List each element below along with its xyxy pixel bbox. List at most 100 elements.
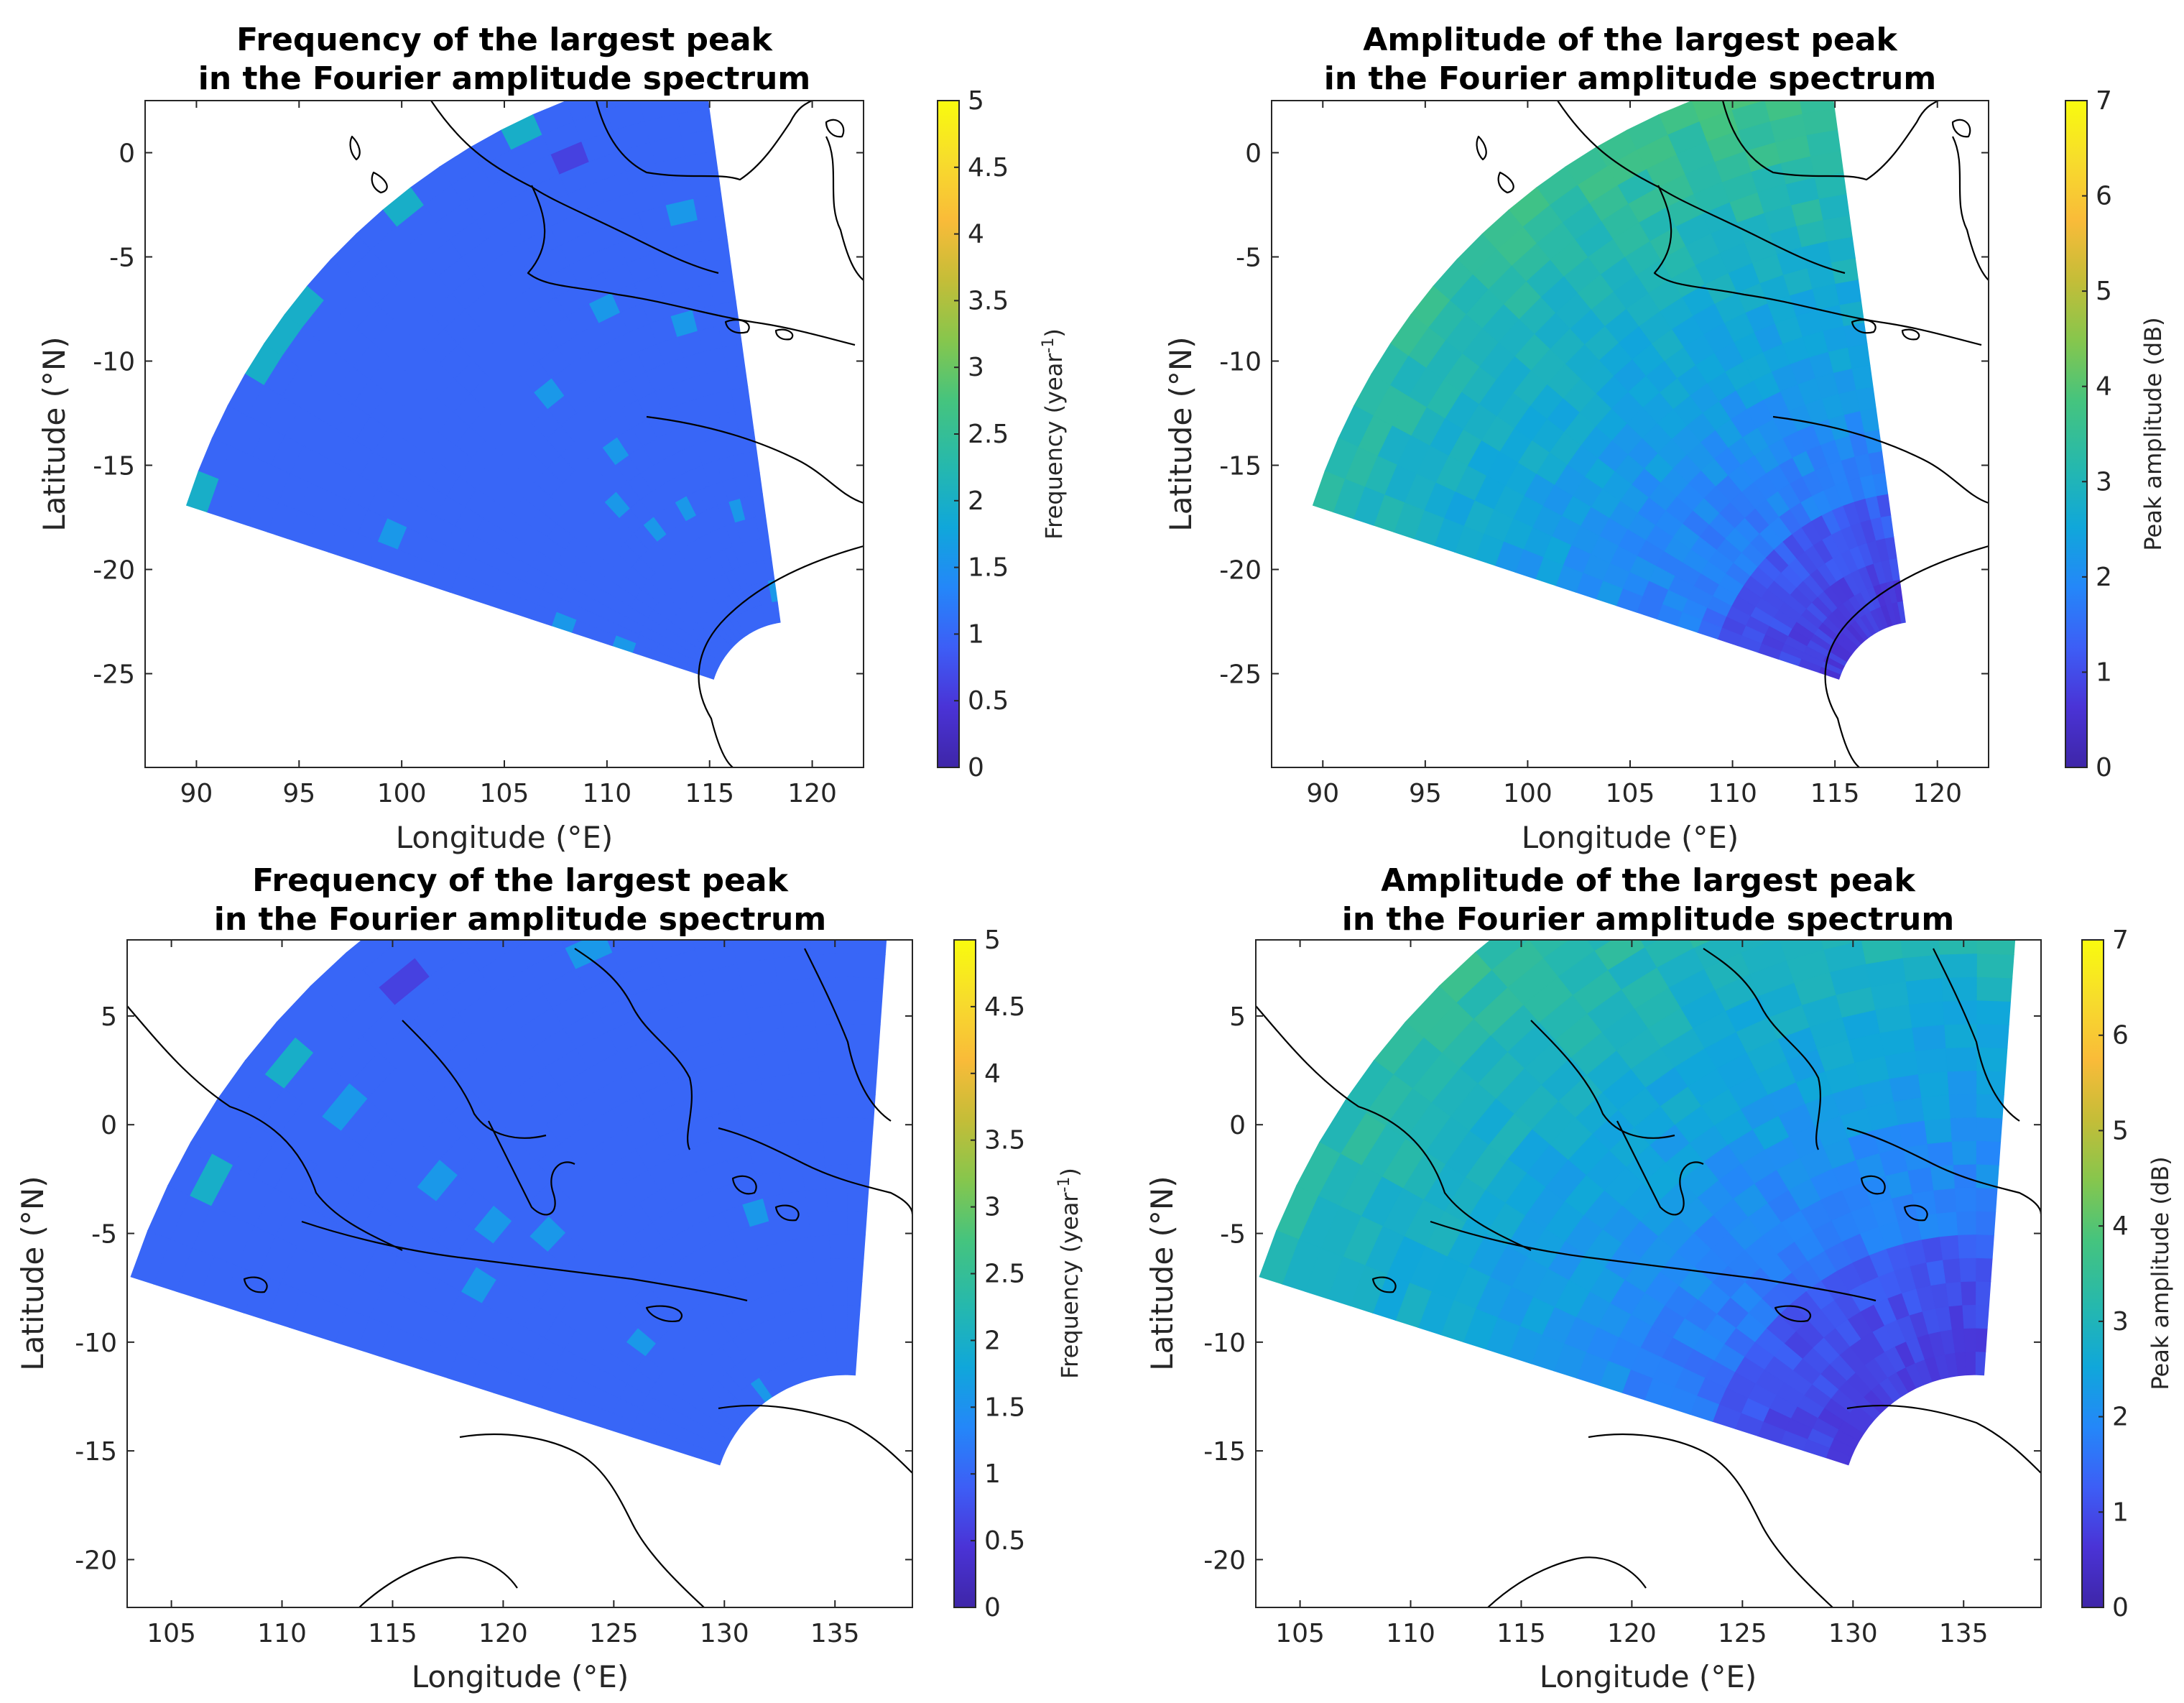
- panel-a-colorbar-label-sup: -1: [1040, 338, 1058, 354]
- panel-d-cell: [1932, 836, 1977, 861]
- panel-a-cell: [602, 101, 639, 111]
- panel-d-cell: [1905, 977, 1943, 1005]
- panel-a-y-tick-label: -25: [93, 660, 135, 690]
- panel-b-colorbar: 0 1 2 3 4 5 6 7 Peak amplitude (dB): [2065, 86, 2167, 783]
- panel-c-y-tick-label: -10: [75, 1329, 117, 1358]
- panel-c-cell: [846, 1351, 858, 1376]
- panel-c-cell: [847, 1093, 876, 1119]
- panel-b-cell: [1728, 101, 1764, 111]
- panel-d-x-tick-label: 105: [1275, 1619, 1325, 1648]
- panel-c-cell: [560, 940, 584, 949]
- panel-d-cell: [1884, 814, 1932, 841]
- panel-c-cell: [810, 953, 848, 979]
- panel-c-cell: [769, 1120, 799, 1148]
- panel-c-cell: [846, 1327, 859, 1352]
- panel-c-cell: [755, 814, 803, 841]
- panel-c-cell: [846, 1140, 873, 1166]
- panel-c-y-tick-label: -15: [75, 1437, 117, 1467]
- panel-d-cell: [1977, 859, 2021, 885]
- panel-b-colorbar-label: Peak amplitude (dB): [2139, 317, 2167, 550]
- panel-d-cell: [1963, 1327, 1976, 1352]
- panel-d-cell: [1976, 976, 2013, 1002]
- panel-c-cell: [691, 940, 733, 950]
- panel-c-colorbar-tick-label: 3: [984, 1193, 1001, 1222]
- panel-c-cell: [779, 1000, 816, 1028]
- panel-a-coastlines: [349, 101, 864, 767]
- panel-d-cell: [1974, 1303, 1990, 1329]
- panel-a-cell: [709, 279, 736, 305]
- panel-d-cell: [1907, 1000, 1945, 1028]
- panel-d-xlabel: Longitude (°E): [1540, 1659, 1757, 1694]
- panel-b-colorbar-gradient: [2065, 100, 2088, 768]
- panel-b-colorbar-tick-label: 1: [2096, 657, 2112, 687]
- panel-c-cell: [848, 813, 895, 838]
- panel-c-cell: [649, 940, 695, 961]
- panel-c-axes-frame: [126, 939, 913, 1608]
- panel-d-cell: [1977, 836, 2022, 862]
- panel-d-x-ticks: 105 110 115 120 125 130 135: [1275, 940, 1989, 1648]
- panel-c-x-tick-label: 110: [257, 1619, 307, 1648]
- panel-d-cell: [1975, 1280, 1991, 1306]
- panel-a-ylabel: Latitude (°N): [37, 336, 72, 531]
- panel-b: Amplitude of the largest peak in the Fou…: [1163, 22, 2167, 855]
- panel-c-cell: [848, 766, 899, 791]
- panel-d-y-tick-label: 0: [1229, 1111, 1246, 1140]
- panel-a-colorbar-tick-label: 3.5: [968, 286, 1009, 315]
- panel-c-cell: [833, 1303, 848, 1329]
- panel-d-cell: [1952, 1163, 1976, 1189]
- panel-a-y-ticks: 0 -5 -10 -15 -20 -25: [93, 139, 864, 690]
- panel-c-cell: [848, 836, 894, 862]
- panel-c-cell: [847, 940, 887, 956]
- panel-d-y-tick-label: 5: [1229, 1002, 1246, 1032]
- panel-c-cell: [795, 1117, 823, 1145]
- panel-d-y-ticks: 5 0 -5 -10 -15 -20: [1203, 1002, 2041, 1575]
- panel-c-cell: [826, 1210, 848, 1235]
- panel-d-cell: [1976, 953, 2014, 979]
- panel-c-cell: [846, 1210, 868, 1236]
- panel-d-cell: [1586, 940, 1613, 951]
- panel-d-colorbar-tick-label: 3: [2112, 1307, 2129, 1337]
- panel-d-cell: [1956, 1234, 1976, 1259]
- panel-d: Amplitude of the largest peak in the Fou…: [1144, 814, 2174, 1694]
- panel-c-cell: [771, 940, 812, 959]
- panel-c-y-tick-label: -5: [91, 1220, 117, 1250]
- panel-c-cell: [846, 1117, 874, 1143]
- panel-d-cell: [1977, 907, 2017, 932]
- panel-a-x-tick-label: 110: [582, 779, 631, 808]
- panel-b-x-tick-label: 100: [1503, 779, 1553, 808]
- panel-c-xlabel: Longitude (°E): [412, 1659, 629, 1694]
- panel-d-cell: [1948, 1093, 1977, 1119]
- panel-d-cell: [1943, 1023, 1977, 1048]
- panel-a-y-tick-label: -15: [93, 452, 135, 481]
- panel-d-cell: [1974, 1351, 1986, 1376]
- panel-b-y-tick-label: 0: [1245, 139, 1262, 169]
- panel-c-cell: [846, 1303, 861, 1329]
- panel-c-y-tick-label: -20: [75, 1546, 117, 1575]
- panel-d-cell: [1920, 1094, 1951, 1121]
- panel-a-cell: [673, 101, 710, 114]
- panel-c-cell: [804, 1187, 828, 1214]
- panel-a-colorbar-tick-label: 0.5: [968, 686, 1009, 716]
- panel-d-x-tick-label: 135: [1939, 1619, 1989, 1648]
- panel-d-cell: [1939, 953, 1977, 979]
- panel-b-cell: [1312, 471, 1346, 513]
- panel-d-cell: [1887, 838, 1934, 865]
- panel-c-cell: [805, 859, 848, 884]
- panel-a-xlabel: Longitude (°E): [396, 820, 614, 855]
- panel-d-cell: [1976, 1000, 2012, 1025]
- panel-a-colorbar-tick-label: 2.5: [968, 420, 1009, 449]
- panel-c-y-ticks: 5 0 -5 -10 -15 -20: [75, 1002, 912, 1575]
- panel-d-title-line2: in the Fourier amplitude spectrum: [1342, 901, 1954, 938]
- panel-d-y-tick-label: -15: [1203, 1437, 1246, 1467]
- panel-c-colorbar-ticks: 0 0.5 1 1.5 2 2.5 3 3.5 4 4.5 5: [971, 926, 1025, 1623]
- panel-b-heatmap-cells: [1312, 101, 1906, 680]
- panel-c-cell: [846, 1234, 866, 1259]
- panel-c-colorbar-tick-label: 3.5: [984, 1126, 1025, 1155]
- panel-c-colorbar-tick-label: 4: [984, 1059, 1001, 1089]
- panel-d-cell: [1933, 1187, 1957, 1214]
- panel-c-x-tick-label: 105: [147, 1619, 196, 1648]
- panel-c-cell: [606, 940, 647, 954]
- panel-c-cell: [815, 1023, 848, 1048]
- panel-d-cell: [1734, 940, 1776, 954]
- panel-b-title-line1: Amplitude of the largest peak: [1363, 22, 1898, 58]
